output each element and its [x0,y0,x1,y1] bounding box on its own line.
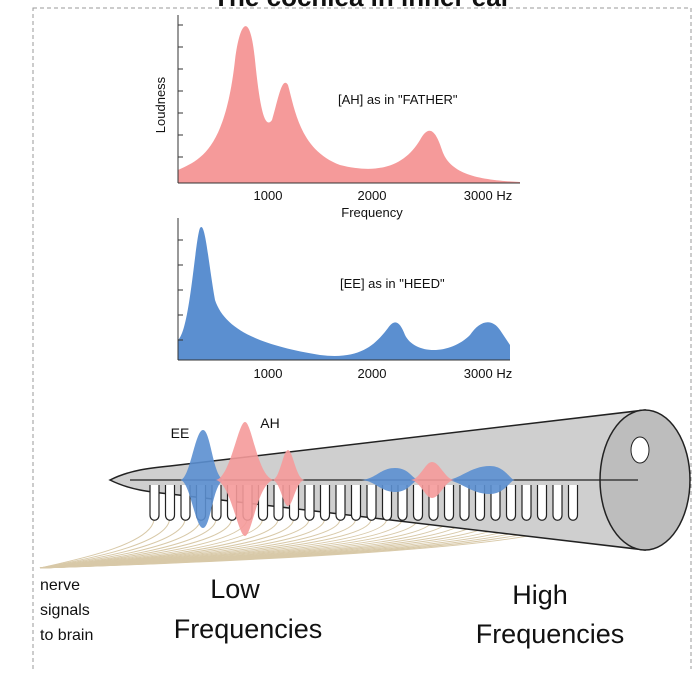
x-label: Frequency [341,205,403,220]
hair-cell [443,485,455,521]
x-tick-label: 3000 Hz [464,188,512,203]
cochlea-hole [630,436,650,464]
hair-cell [366,485,377,521]
x-tick-label: 2000 [358,188,387,203]
frame [32,7,692,674]
nerve-label: to brain [40,627,93,644]
hair-cell [350,485,362,521]
hair-cell [180,485,191,521]
x-tick-label: 2000 [358,366,387,381]
hair-cell [397,485,408,521]
low-label: Frequencies [174,614,323,644]
hair-cell [536,485,548,521]
wave-label: EE [171,425,190,441]
ah-axes [177,15,520,184]
title: The cochlea in inner ear [213,0,511,12]
hair-cell [335,485,346,521]
nerve-label: signals [40,602,90,619]
high-label: Frequencies [476,619,625,649]
y-label: Loudness [153,76,168,133]
hair-cell [490,485,501,521]
hair-cell [381,485,393,521]
nerve-label: nerve [40,577,80,594]
hair-cell [164,485,176,521]
low-label: Low [210,574,260,604]
x-tick-label: 1000 [254,188,283,203]
hair-cell [459,485,470,521]
ah-spectrum [178,26,520,183]
hair-cell [567,485,579,521]
hair-cell [149,485,160,521]
spectrum-label: [EE] as in "HEED" [340,276,445,291]
ee-spectrum [178,226,510,360]
spectrum-label: [AH] as in "FATHER" [338,92,458,107]
hair-cell [505,485,517,521]
x-tick-label: 1000 [254,366,283,381]
ee-axes [177,218,510,361]
hair-cell [474,485,486,521]
hair-cell [273,485,284,521]
hair-cell [412,485,424,521]
hair-cell [552,485,563,521]
hair-cell [319,485,331,521]
x-tick-label: 3000 Hz [464,366,512,381]
high-label: High [512,580,568,610]
ah-wave [215,422,455,536]
hair-cell [521,485,532,521]
wave-label: AH [260,415,279,431]
hair-cell [304,485,315,521]
